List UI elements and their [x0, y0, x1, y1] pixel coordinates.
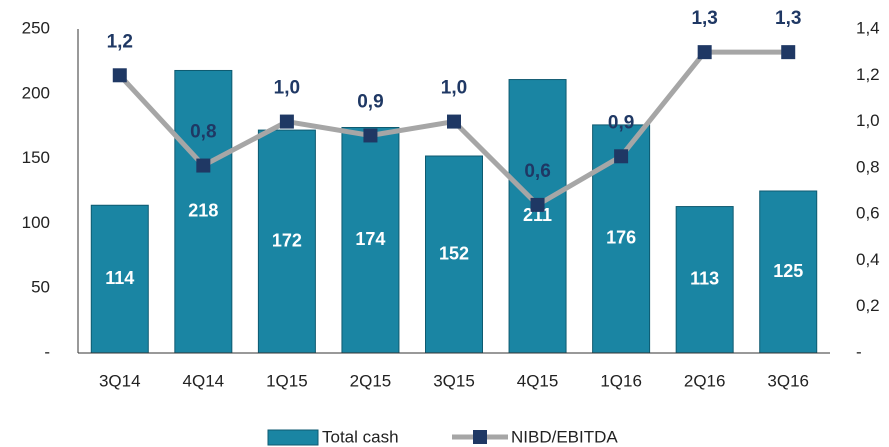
x-tick-label: 3Q14: [99, 371, 141, 390]
bar-value-label: 114: [105, 268, 134, 288]
y2-tick-label: 1,2: [856, 65, 880, 84]
bar-value-label: 152: [439, 243, 469, 263]
bar-value-label: 218: [188, 200, 218, 220]
y2-tick-label: 1,4: [856, 18, 880, 37]
bar-value-label: 172: [272, 230, 302, 250]
bar: [508, 79, 567, 354]
bar: [425, 155, 483, 354]
legend-marker: [473, 430, 487, 444]
line-value-label: 1,2: [107, 31, 133, 52]
line-marker: [697, 45, 712, 60]
y-tick-label: -: [44, 342, 50, 361]
bar-value-label: 174: [355, 229, 385, 249]
y-tick-label: 200: [22, 83, 50, 102]
bar-value-label: 125: [773, 261, 803, 281]
x-tick-label: 2Q16: [684, 371, 726, 390]
line-marker: [447, 114, 461, 129]
legend-label: NIBD/EBITDA: [511, 427, 618, 446]
bar: [675, 206, 734, 354]
line-marker: [614, 149, 629, 164]
line-value-label: 1,3: [775, 8, 801, 29]
line-value-label: 0,8: [190, 122, 216, 143]
x-tick-label: 1Q15: [266, 371, 308, 390]
bar: [174, 69, 233, 354]
line-marker: [363, 128, 378, 143]
x-tick-label: 3Q15: [433, 371, 475, 390]
y-tick-label: 250: [22, 18, 50, 37]
y2-tick-label: 0,2: [856, 296, 880, 315]
bar-value-label: 113: [690, 269, 719, 289]
y2-tick-label: 0,4: [856, 250, 880, 269]
line-value-label: 1,0: [441, 78, 467, 99]
line-marker: [112, 68, 127, 83]
y2-tick-label: 0,6: [856, 204, 880, 223]
bar-value-label: 176: [606, 228, 636, 248]
line-value-label: 0,9: [357, 91, 383, 112]
legend-swatch: [267, 429, 319, 446]
bar: [341, 126, 400, 354]
y2-tick-label: 0,8: [856, 157, 880, 176]
y2-tick-label: 1,0: [856, 111, 880, 130]
bar: [759, 190, 818, 354]
legend-label: Total cash: [322, 427, 399, 446]
y2-tick-label: -: [856, 342, 862, 361]
x-tick-label: 2Q15: [350, 371, 392, 390]
x-tick-label: 4Q15: [517, 371, 559, 390]
line-marker: [530, 197, 545, 212]
line-marker: [279, 114, 294, 129]
line-value-label: 1,3: [691, 8, 717, 29]
y-tick-label: 50: [31, 278, 50, 297]
line-marker: [781, 45, 796, 60]
x-tick-label: 3Q16: [767, 371, 809, 390]
line-marker: [196, 158, 211, 173]
x-tick-label: 4Q14: [183, 371, 225, 390]
line-value-label: 0,6: [524, 161, 550, 182]
y-tick-label: 150: [22, 148, 50, 167]
y-tick-label: 100: [22, 213, 50, 232]
line-value-label: 0,9: [608, 112, 634, 133]
line-value-label: 1,0: [274, 78, 300, 99]
bar-value-label: 211: [523, 205, 552, 225]
x-tick-label: 1Q16: [600, 371, 642, 390]
